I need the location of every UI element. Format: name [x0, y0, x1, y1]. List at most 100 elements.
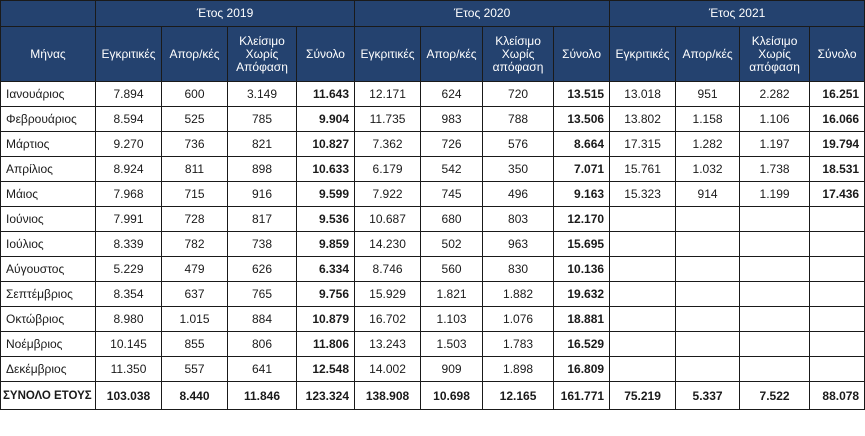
month-cell: Σεπτέμβριος: [0, 281, 96, 307]
approvals-cell: 8.980: [95, 306, 162, 332]
month-cell: Δεκέμβριος: [0, 356, 96, 382]
rejections-cell: 914: [675, 181, 741, 207]
table-row: Μάρτιος 9.270 736 821 10.827 7.362 726 576 8.664…: [0, 131, 865, 157]
total-cell: 6.334: [295, 256, 356, 282]
column-header: Κλείσιμο Χωρίς Απόφαση: [227, 26, 297, 82]
closed-without-decision-cell: 576: [482, 131, 555, 157]
total-cell: [809, 256, 865, 282]
total-cell: [809, 356, 865, 382]
rejections-cell: [675, 256, 741, 282]
approvals-cell: 7.894: [95, 81, 162, 107]
column-header: Σύνολο: [295, 26, 356, 82]
closed-without-decision-cell: 963: [482, 231, 555, 257]
rejections-cell: 1.158: [675, 106, 741, 132]
approvals-cell: 8.594: [95, 106, 162, 132]
approvals-cell: [609, 306, 677, 332]
approvals-cell: 11.735: [354, 106, 422, 132]
table-header: Έτος 2019 Έτος 2020 Έτος 2021 Μήνας Εγκρ…: [0, 0, 865, 82]
rejections-cell: [675, 356, 741, 382]
closed-without-decision-cell: 7.522: [739, 381, 811, 410]
month-cell: Αύγουστος: [0, 256, 96, 282]
rejections-cell: 1.821: [420, 281, 484, 307]
month-cell: Οκτώβριος: [0, 306, 96, 332]
approvals-cell: 138.908: [354, 381, 422, 410]
total-cell: 16.809: [553, 356, 611, 382]
total-cell: [809, 306, 865, 332]
approvals-cell: 10.687: [354, 206, 422, 232]
closed-without-decision-cell: 898: [227, 156, 297, 182]
year-header: Έτος 2020: [354, 0, 611, 27]
total-cell: 16.529: [553, 331, 611, 357]
year-header: Έτος 2021: [609, 0, 865, 27]
approvals-cell: [609, 331, 677, 357]
table-row: Αύγουστος 5.229 479 626 6.334 8.746 560 830 10.1…: [0, 256, 865, 282]
approvals-cell: 11.350: [95, 356, 162, 382]
rejections-cell: 811: [161, 156, 228, 182]
year-header-row: Έτος 2019 Έτος 2020 Έτος 2021: [0, 0, 865, 27]
rejections-cell: 728: [161, 206, 228, 232]
approvals-cell: 8.339: [95, 231, 162, 257]
month-cell: Φεβρουάριος: [0, 106, 96, 132]
approvals-cell: 15.929: [354, 281, 422, 307]
closed-without-decision-cell: 496: [482, 181, 555, 207]
closed-without-decision-cell: 626: [227, 256, 297, 282]
closed-without-decision-cell: 821: [227, 131, 297, 157]
total-cell: 18.881: [553, 306, 611, 332]
column-header: Απορ/κές: [161, 26, 228, 82]
closed-without-decision-cell: 738: [227, 231, 297, 257]
rejections-cell: 10.698: [420, 381, 484, 410]
column-header: Εγκριτικές: [609, 26, 677, 82]
closed-without-decision-cell: 1.898: [482, 356, 555, 382]
rejections-cell: 680: [420, 206, 484, 232]
closed-without-decision-cell: 1.882: [482, 281, 555, 307]
rejections-cell: [675, 331, 741, 357]
rejections-cell: 502: [420, 231, 484, 257]
total-cell: 13.515: [553, 81, 611, 107]
rejections-cell: 637: [161, 281, 228, 307]
total-cell: 16.066: [809, 106, 865, 132]
month-cell: Μάιος: [0, 181, 96, 207]
approvals-cell: 12.171: [354, 81, 422, 107]
rejections-cell: 983: [420, 106, 484, 132]
closed-without-decision-cell: 11.846: [227, 381, 297, 410]
approvals-cell: 6.179: [354, 156, 422, 182]
approvals-cell: 8.746: [354, 256, 422, 282]
approvals-cell: 16.702: [354, 306, 422, 332]
rejections-cell: 909: [420, 356, 484, 382]
rejections-cell: 855: [161, 331, 228, 357]
rejections-cell: [675, 281, 741, 307]
table-row: Νοέμβριος 10.145 855 806 11.806 13.243 1.503 1.…: [0, 331, 865, 357]
total-cell: 9.599: [295, 181, 356, 207]
approvals-cell: 14.002: [354, 356, 422, 382]
rejections-cell: 782: [161, 231, 228, 257]
total-cell: 88.078: [809, 381, 865, 410]
closed-without-decision-cell: 803: [482, 206, 555, 232]
column-header: Απορ/κές: [420, 26, 484, 82]
total-cell: 12.548: [295, 356, 356, 382]
approvals-cell: [609, 281, 677, 307]
closed-without-decision-cell: 817: [227, 206, 297, 232]
closed-without-decision-cell: 350: [482, 156, 555, 182]
blank-header-cell: [0, 0, 96, 27]
table-body: Ιανουάριος 7.894 600 3.149 11.643 12.171 624 72…: [0, 81, 865, 410]
total-cell: 161.771: [553, 381, 611, 410]
approvals-cell: 9.270: [95, 131, 162, 157]
closed-without-decision-cell: [739, 231, 811, 257]
rejections-cell: 736: [161, 131, 228, 157]
month-cell: Μάρτιος: [0, 131, 96, 157]
rejections-cell: [675, 306, 741, 332]
approvals-cell: 13.802: [609, 106, 677, 132]
total-cell: 19.794: [809, 131, 865, 157]
column-header: Κλείσιμο Χωρίς απόφαση: [739, 26, 811, 82]
total-cell: [809, 206, 865, 232]
total-cell: 11.806: [295, 331, 356, 357]
rejections-cell: 557: [161, 356, 228, 382]
closed-without-decision-cell: 806: [227, 331, 297, 357]
approvals-cell: 15.761: [609, 156, 677, 182]
table-row: Μάιος 7.968 715 916 9.599 7.922 745 496 9.163 15.…: [0, 181, 865, 207]
total-cell: 9.859: [295, 231, 356, 257]
total-cell: 9.756: [295, 281, 356, 307]
approvals-cell: 75.219: [609, 381, 677, 410]
table-row: Σεπτέμβριος 8.354 637 765 9.756 15.929 1.821 1.…: [0, 281, 865, 307]
approvals-cell: 13.243: [354, 331, 422, 357]
